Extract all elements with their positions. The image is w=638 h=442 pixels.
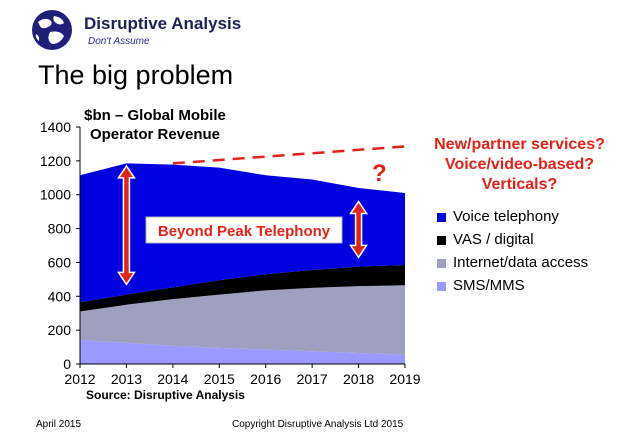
y-tick-label: 1000 [40,187,71,203]
question-callout: New/partner services? Voice/video-based?… [434,136,605,193]
source-note: Source: Disruptive Analysis [86,388,245,402]
area-internet-data-access [80,285,405,355]
question-mark: ? [372,160,387,187]
legend-label-voice-telephony: Voice telephony [453,208,559,225]
legend-label-sms-mms: SMS/MMS [453,277,525,294]
trend-dashed-line [172,145,406,165]
y-tick-label: 1200 [40,153,71,169]
y-tick-label: 200 [48,322,72,338]
chart-title: $bn – Global Mobile Operator Revenue [84,107,226,143]
x-tick-label: 2013 [111,371,142,387]
x-tick-label: 2019 [389,371,420,387]
x-tick-label: 2012 [64,371,95,387]
brand-name: Disruptive Analysis [84,14,242,33]
legend-swatch-internet-data-access [437,259,446,268]
legend-label-internet-data-access: Internet/data access [453,254,589,271]
x-tick-label: 2015 [204,371,235,387]
y-tick-label: 800 [48,221,72,237]
footer-copyright: Copyright Disruptive Analysis Ltd 2015 [232,419,404,430]
double-arrow-2018 [349,200,368,259]
page-title: The big problem [38,60,234,90]
y-tick-label: 400 [48,288,72,304]
legend-swatch-sms-mms [437,282,446,291]
double-arrow-2013 [117,164,136,286]
brand-tagline: Don't Assume [88,36,150,47]
legend-swatch-vas-digital [437,236,446,245]
area-vas-digital [80,264,405,312]
globe-logo-icon [32,10,72,50]
y-tick-label: 1400 [40,119,71,135]
x-tick-label: 2014 [157,371,188,387]
footer-date: April 2015 [36,419,82,430]
x-tick-label: 2016 [250,371,281,387]
legend-label-vas-digital: VAS / digital [453,231,534,248]
beyond-peak-label: Beyond Peak Telephony [158,223,331,240]
x-tick-label: 2018 [343,371,374,387]
legend-swatch-voice-telephony [437,213,446,222]
y-tick-label: 600 [48,254,72,270]
area-sms-mms [80,340,405,364]
x-tick-label: 2017 [297,371,328,387]
beyond-peak-label-box [145,216,343,244]
y-tick-label: 0 [63,356,71,372]
